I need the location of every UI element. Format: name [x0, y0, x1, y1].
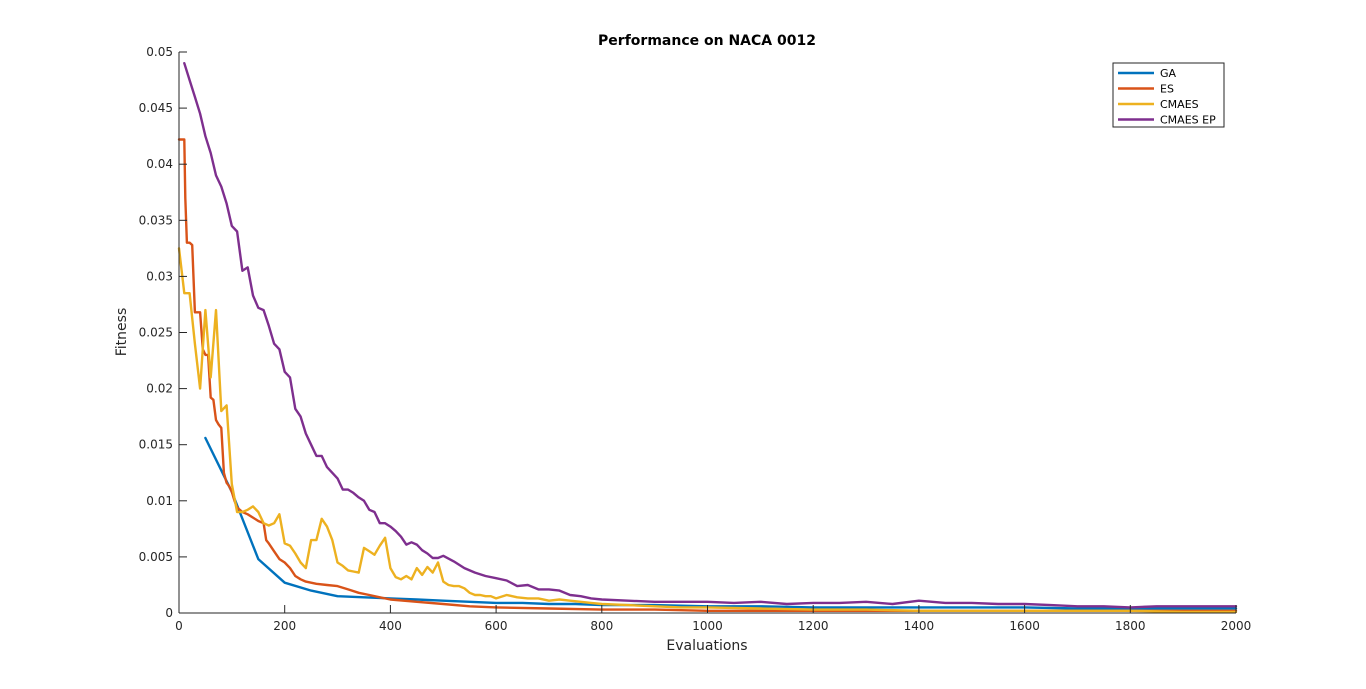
series-layer — [177, 62, 1238, 614]
y-tick-label: 0.015 — [139, 438, 173, 452]
y-tick-label: 0.01 — [146, 494, 173, 508]
y-tick-label: 0.035 — [139, 213, 173, 227]
axes-layer: 0 200 400 600 800 1000 1200 1400 1600 1800 2000 0 0.… — [139, 45, 1252, 633]
legend: GA ES CMAES CMAES EP — [1112, 62, 1225, 128]
legend-entry: CMAES EP — [1160, 114, 1216, 127]
legend-entry: CMAES — [1160, 98, 1199, 111]
x-tick-label: 1600 — [1009, 619, 1040, 633]
series-line-es — [177, 138, 1238, 612]
y-tick-label: 0.03 — [146, 269, 173, 283]
x-axis-title: Evaluations — [666, 638, 747, 654]
y-tick-label: 0.04 — [146, 157, 173, 171]
x-tick-label: 600 — [485, 619, 508, 633]
x-tick-label: 1000 — [692, 619, 723, 633]
y-tick-label: 0.045 — [139, 101, 173, 115]
chart-title: Performance on NACA 0012 — [598, 33, 816, 49]
y-axis-title: Fitness — [114, 308, 130, 357]
y-tick-label: 0.02 — [146, 382, 173, 396]
x-tick-label: 400 — [379, 619, 402, 633]
x-tick-label: 1200 — [798, 619, 829, 633]
y-tick-label: 0.05 — [146, 45, 173, 59]
y-tick-label: 0.005 — [139, 550, 173, 564]
y-tick-label: 0 — [165, 606, 173, 620]
series-line-cmaes — [177, 247, 1238, 614]
x-tick-label: 0 — [175, 619, 183, 633]
x-tick-label: 200 — [273, 619, 296, 633]
x-tick-label: 800 — [590, 619, 613, 633]
series-line-cmaes-ep — [183, 62, 1238, 609]
x-tick-label: 1400 — [904, 619, 935, 633]
legend-entry: GA — [1160, 67, 1177, 80]
y-tick-label: 0.025 — [139, 326, 173, 340]
x-tick-label: 2000 — [1221, 619, 1252, 633]
x-tick-label: 1800 — [1115, 619, 1146, 633]
series-line-ga — [204, 436, 1238, 610]
legend-entry: ES — [1160, 83, 1174, 96]
